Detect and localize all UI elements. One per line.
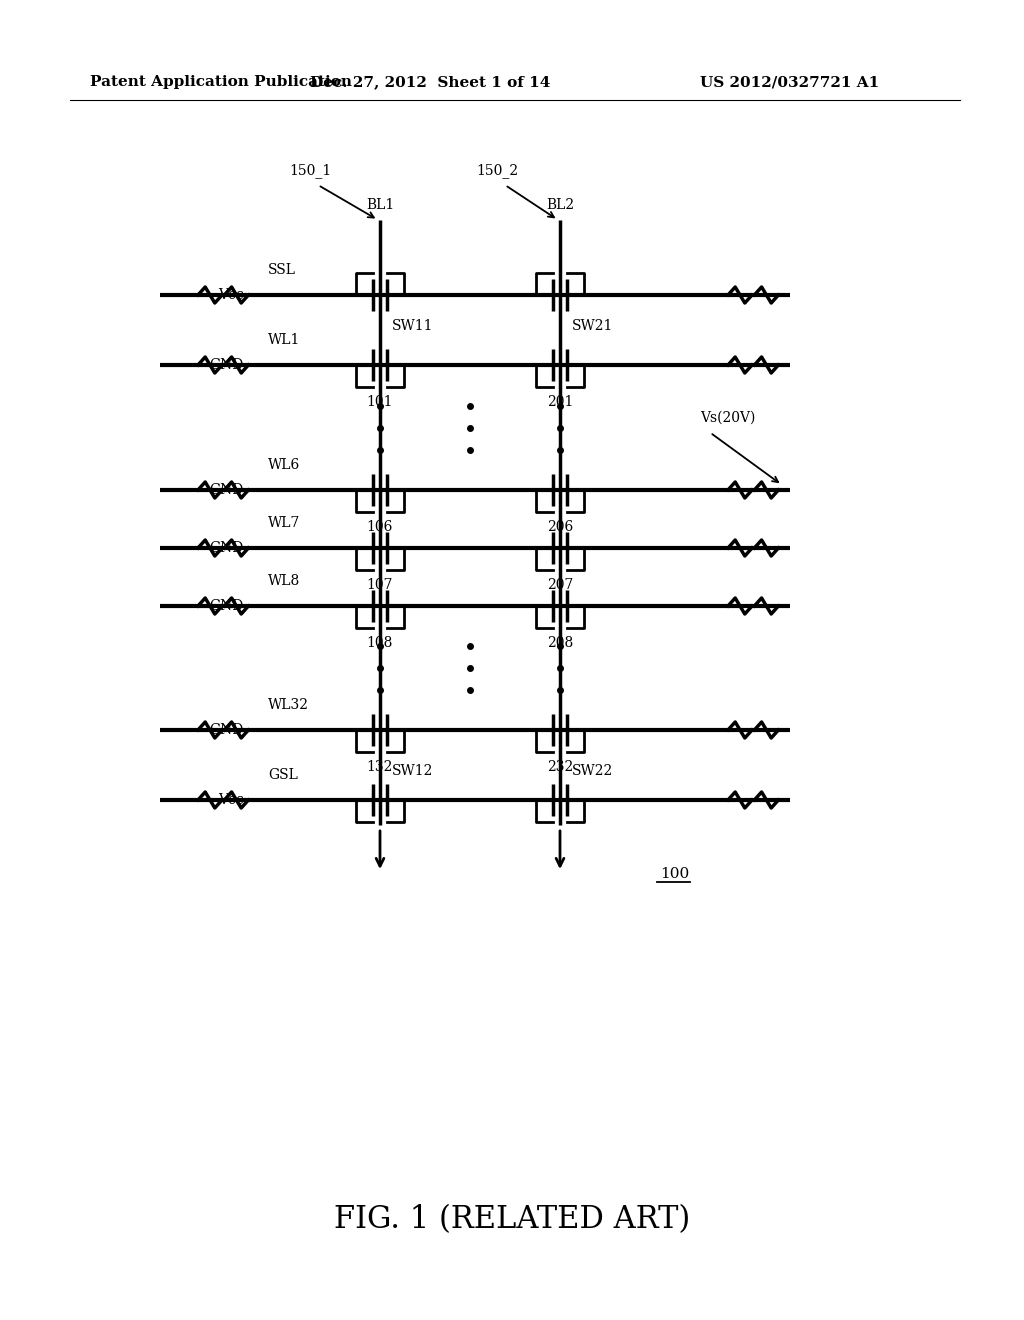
Text: GSL: GSL — [268, 768, 298, 781]
Text: SW22: SW22 — [572, 764, 613, 777]
Text: Vcc: Vcc — [218, 793, 244, 807]
Text: 150_2: 150_2 — [476, 164, 518, 178]
Text: 132: 132 — [367, 760, 393, 774]
Text: 108: 108 — [367, 636, 393, 649]
Text: 150_1: 150_1 — [289, 164, 331, 178]
Text: SW11: SW11 — [392, 319, 433, 333]
Text: BL2: BL2 — [546, 198, 574, 213]
Text: GND: GND — [210, 541, 244, 554]
Text: WL1: WL1 — [268, 333, 300, 347]
Text: Vs(20V): Vs(20V) — [700, 411, 756, 425]
Text: WL6: WL6 — [268, 458, 300, 473]
Text: GND: GND — [210, 599, 244, 612]
Text: SSL: SSL — [268, 263, 296, 277]
Text: 107: 107 — [367, 578, 393, 591]
Text: WL7: WL7 — [268, 516, 300, 531]
Text: 206: 206 — [547, 520, 573, 535]
Text: Dec. 27, 2012  Sheet 1 of 14: Dec. 27, 2012 Sheet 1 of 14 — [310, 75, 550, 88]
Text: 232: 232 — [547, 760, 573, 774]
Text: FIG. 1 (RELATED ART): FIG. 1 (RELATED ART) — [334, 1204, 690, 1236]
Text: SW12: SW12 — [392, 764, 433, 777]
Text: GND: GND — [210, 358, 244, 372]
Text: WL8: WL8 — [268, 574, 300, 587]
Text: 100: 100 — [660, 867, 689, 880]
Text: 101: 101 — [367, 395, 393, 409]
Text: 106: 106 — [367, 520, 393, 535]
Text: SW21: SW21 — [572, 319, 613, 333]
Text: BL1: BL1 — [366, 198, 394, 213]
Text: Vcc: Vcc — [218, 288, 244, 302]
Text: 207: 207 — [547, 578, 573, 591]
Text: US 2012/0327721 A1: US 2012/0327721 A1 — [700, 75, 880, 88]
Text: GND: GND — [210, 483, 244, 498]
Text: WL32: WL32 — [268, 698, 309, 711]
Text: 201: 201 — [547, 395, 573, 409]
Text: Patent Application Publication: Patent Application Publication — [90, 75, 352, 88]
Text: 208: 208 — [547, 636, 573, 649]
Text: GND: GND — [210, 723, 244, 737]
